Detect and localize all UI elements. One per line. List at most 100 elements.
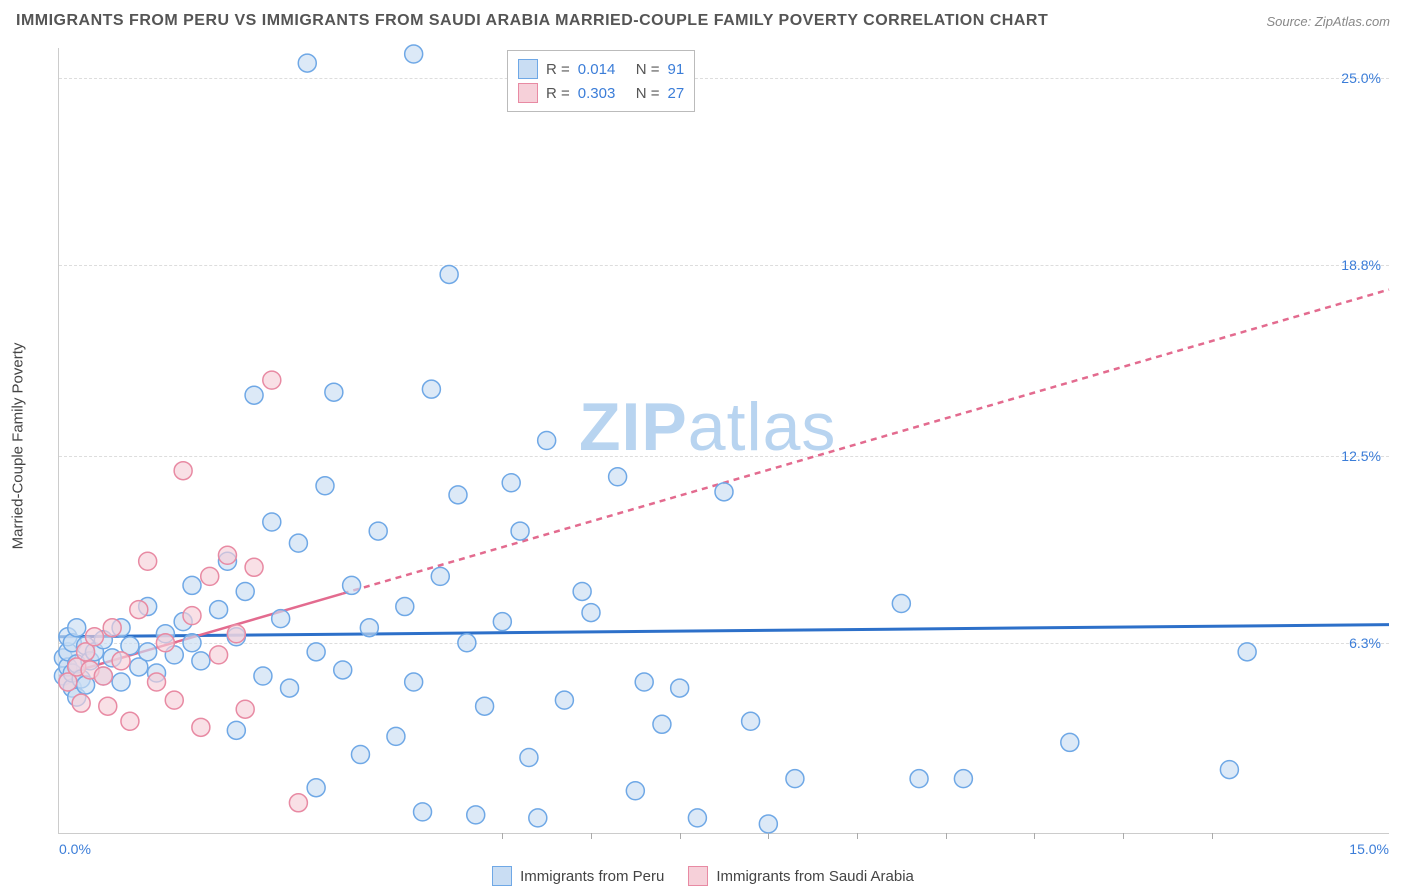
data-point xyxy=(130,601,148,619)
data-point xyxy=(502,474,520,492)
data-point xyxy=(431,567,449,585)
data-point xyxy=(759,815,777,833)
x-tick-mark xyxy=(857,833,858,839)
data-point xyxy=(263,513,281,531)
data-point xyxy=(210,601,228,619)
data-point xyxy=(715,483,733,501)
data-point xyxy=(165,691,183,709)
x-tick-mark xyxy=(1034,833,1035,839)
data-point xyxy=(626,782,644,800)
stat-n-value: 27 xyxy=(668,85,685,102)
legend-label: Immigrants from Saudi Arabia xyxy=(716,868,914,885)
data-point xyxy=(174,462,192,480)
stats-row: R =0.303N =27 xyxy=(518,81,684,105)
data-point xyxy=(227,625,245,643)
legend-swatch xyxy=(688,866,708,886)
data-point xyxy=(99,697,117,715)
data-point xyxy=(493,613,511,631)
data-point xyxy=(236,700,254,718)
data-point xyxy=(245,386,263,404)
data-point xyxy=(954,770,972,788)
data-point xyxy=(316,477,334,495)
stat-r-label: R = xyxy=(546,61,570,78)
legend-swatch xyxy=(518,83,538,103)
data-point xyxy=(183,607,201,625)
data-point xyxy=(742,712,760,730)
data-point xyxy=(360,619,378,637)
data-point xyxy=(688,809,706,827)
data-point xyxy=(210,646,228,664)
bottom-legend-item: Immigrants from Saudi Arabia xyxy=(688,866,914,886)
data-point xyxy=(298,54,316,72)
data-point xyxy=(538,432,556,450)
data-point xyxy=(910,770,928,788)
data-point xyxy=(245,558,263,576)
stats-row: R =0.014N =91 xyxy=(518,57,684,81)
plot-area: ZIPatlas 6.3%12.5%18.8%25.0% 0.0%15.0% R… xyxy=(58,48,1389,834)
x-tick-mark xyxy=(680,833,681,839)
data-point xyxy=(343,576,361,594)
data-point xyxy=(405,45,423,63)
data-point xyxy=(387,727,405,745)
data-point xyxy=(369,522,387,540)
data-point xyxy=(183,634,201,652)
bottom-legend-item: Immigrants from Peru xyxy=(492,866,664,886)
y-tick-label: 6.3% xyxy=(1349,635,1381,651)
data-point xyxy=(609,468,627,486)
legend-swatch xyxy=(518,59,538,79)
data-point xyxy=(635,673,653,691)
data-point xyxy=(289,794,307,812)
data-point xyxy=(103,619,121,637)
data-point xyxy=(94,667,112,685)
x-tick-mark xyxy=(768,833,769,839)
data-point xyxy=(520,749,538,767)
data-point xyxy=(85,628,103,646)
trend-line-dashed xyxy=(343,290,1389,594)
stat-r-label: R = xyxy=(546,85,570,102)
data-point xyxy=(476,697,494,715)
data-point xyxy=(671,679,689,697)
data-point xyxy=(201,567,219,585)
data-point xyxy=(573,582,591,600)
data-point xyxy=(458,634,476,652)
legend-swatch xyxy=(492,866,512,886)
data-point xyxy=(68,619,86,637)
data-point xyxy=(1061,733,1079,751)
data-point xyxy=(405,673,423,691)
source-label: Source: ZipAtlas.com xyxy=(1266,14,1390,29)
data-point xyxy=(334,661,352,679)
data-point xyxy=(139,643,157,661)
data-point xyxy=(112,673,130,691)
data-point xyxy=(555,691,573,709)
data-point xyxy=(254,667,272,685)
data-point xyxy=(121,712,139,730)
stat-n-label: N = xyxy=(636,61,660,78)
trend-line-solid xyxy=(59,625,1389,637)
chart-svg xyxy=(59,48,1389,833)
bottom-legend: Immigrants from Peru Immigrants from Saud… xyxy=(0,866,1406,886)
data-point xyxy=(148,673,166,691)
data-point xyxy=(72,694,90,712)
x-tick-label-right: 15.0% xyxy=(1349,841,1389,857)
data-point xyxy=(511,522,529,540)
data-point xyxy=(396,598,414,616)
data-point xyxy=(263,371,281,389)
data-point xyxy=(440,265,458,283)
data-point xyxy=(653,715,671,733)
x-tick-mark xyxy=(946,833,947,839)
data-point xyxy=(1220,761,1238,779)
data-point xyxy=(218,546,236,564)
data-point xyxy=(281,679,299,697)
chart-title: IMMIGRANTS FROM PERU VS IMMIGRANTS FROM … xyxy=(16,12,1048,30)
data-point xyxy=(183,576,201,594)
x-tick-mark xyxy=(1123,833,1124,839)
stat-n-label: N = xyxy=(636,85,660,102)
data-point xyxy=(529,809,547,827)
x-tick-label-left: 0.0% xyxy=(59,841,91,857)
y-tick-label: 18.8% xyxy=(1341,257,1381,273)
y-tick-label: 12.5% xyxy=(1341,448,1381,464)
stat-n-value: 91 xyxy=(668,61,685,78)
data-point xyxy=(325,383,343,401)
data-point xyxy=(351,746,369,764)
data-point xyxy=(307,779,325,797)
